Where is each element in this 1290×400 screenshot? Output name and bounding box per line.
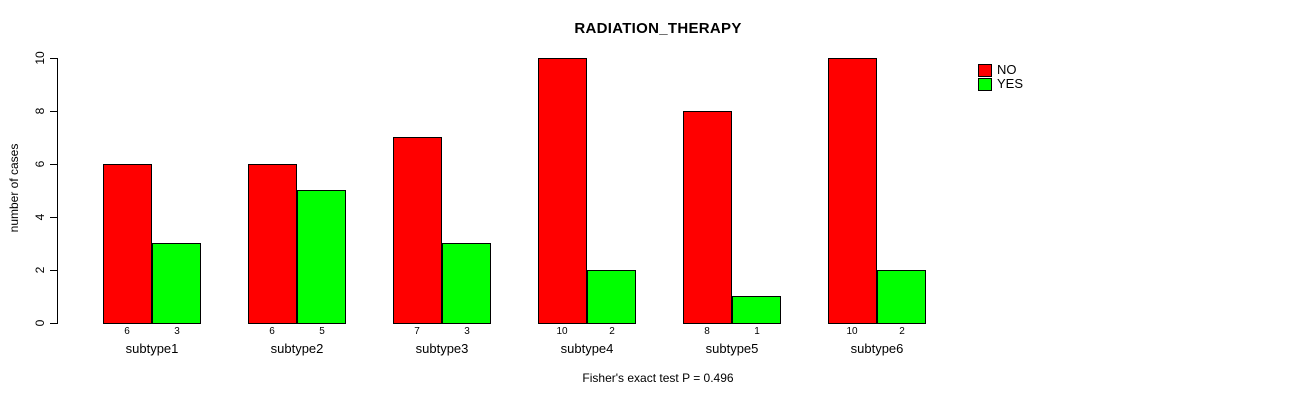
- bar-value-label: 3: [464, 326, 470, 337]
- bar-yes-subtype2: [297, 190, 346, 324]
- legend-label-no: NO: [997, 62, 1017, 77]
- y-axis-tick-label: 10: [33, 51, 47, 65]
- y-axis-tick-label: 0: [33, 319, 47, 327]
- annotation-text: Fisher's exact test P = 0.496: [582, 371, 734, 385]
- bar-value-label: 7: [414, 326, 420, 337]
- y-axis-tick: [50, 270, 57, 271]
- bar-no-subtype5: [683, 111, 732, 324]
- bar-value-label: 8: [704, 326, 710, 337]
- bar-value-label: 10: [556, 326, 568, 337]
- bar-yes-subtype3: [442, 243, 491, 324]
- bar-value-label: 2: [899, 326, 905, 337]
- legend-row-no: NO: [978, 63, 1023, 77]
- bar-value-label: 6: [269, 326, 275, 337]
- bar-value-label: 5: [319, 326, 325, 337]
- legend: NO YES: [978, 63, 1023, 91]
- category-label-subtype5: subtype5: [705, 341, 759, 356]
- bar-yes-subtype4: [587, 270, 636, 324]
- bar-no-subtype3: [393, 137, 442, 324]
- category-label-subtype1: subtype1: [125, 341, 179, 356]
- y-axis-tick: [50, 111, 57, 112]
- y-axis-tick: [50, 217, 57, 218]
- bar-value-label: 3: [174, 326, 180, 337]
- y-axis-line: [57, 58, 58, 324]
- bar-value-label: 2: [609, 326, 615, 337]
- legend-swatch-yes: [978, 77, 992, 91]
- bar-no-subtype2: [248, 164, 297, 324]
- y-axis-tick-label: 6: [33, 160, 47, 168]
- category-label-subtype2: subtype2: [270, 341, 324, 356]
- chart-title: RADIATION_THERAPY: [574, 20, 742, 37]
- legend-row-yes: YES: [978, 77, 1023, 91]
- y-axis-tick-label: 8: [33, 107, 47, 115]
- y-axis-tick: [50, 164, 57, 165]
- legend-label-yes: YES: [997, 76, 1024, 91]
- bar-no-subtype6: [828, 58, 877, 324]
- bar-yes-subtype6: [877, 270, 926, 324]
- category-label-subtype6: subtype6: [850, 341, 904, 356]
- category-label-subtype4: subtype4: [560, 341, 614, 356]
- bar-no-subtype1: [103, 164, 152, 324]
- y-axis-tick: [50, 58, 57, 59]
- category-label-subtype3: subtype3: [415, 341, 469, 356]
- y-axis-tick-label: 4: [33, 213, 47, 221]
- bar-yes-subtype5: [732, 296, 781, 324]
- legend-swatch-no: [978, 63, 992, 77]
- bar-value-label: 1: [754, 326, 760, 337]
- bar-no-subtype4: [538, 58, 587, 324]
- bar-value-label: 6: [124, 326, 130, 337]
- bar-yes-subtype1: [152, 243, 201, 324]
- y-axis-tick-label: 2: [33, 266, 47, 274]
- y-axis-tick: [50, 323, 57, 324]
- y-axis-title: number of cases: [7, 143, 21, 233]
- bar-value-label: 10: [846, 326, 858, 337]
